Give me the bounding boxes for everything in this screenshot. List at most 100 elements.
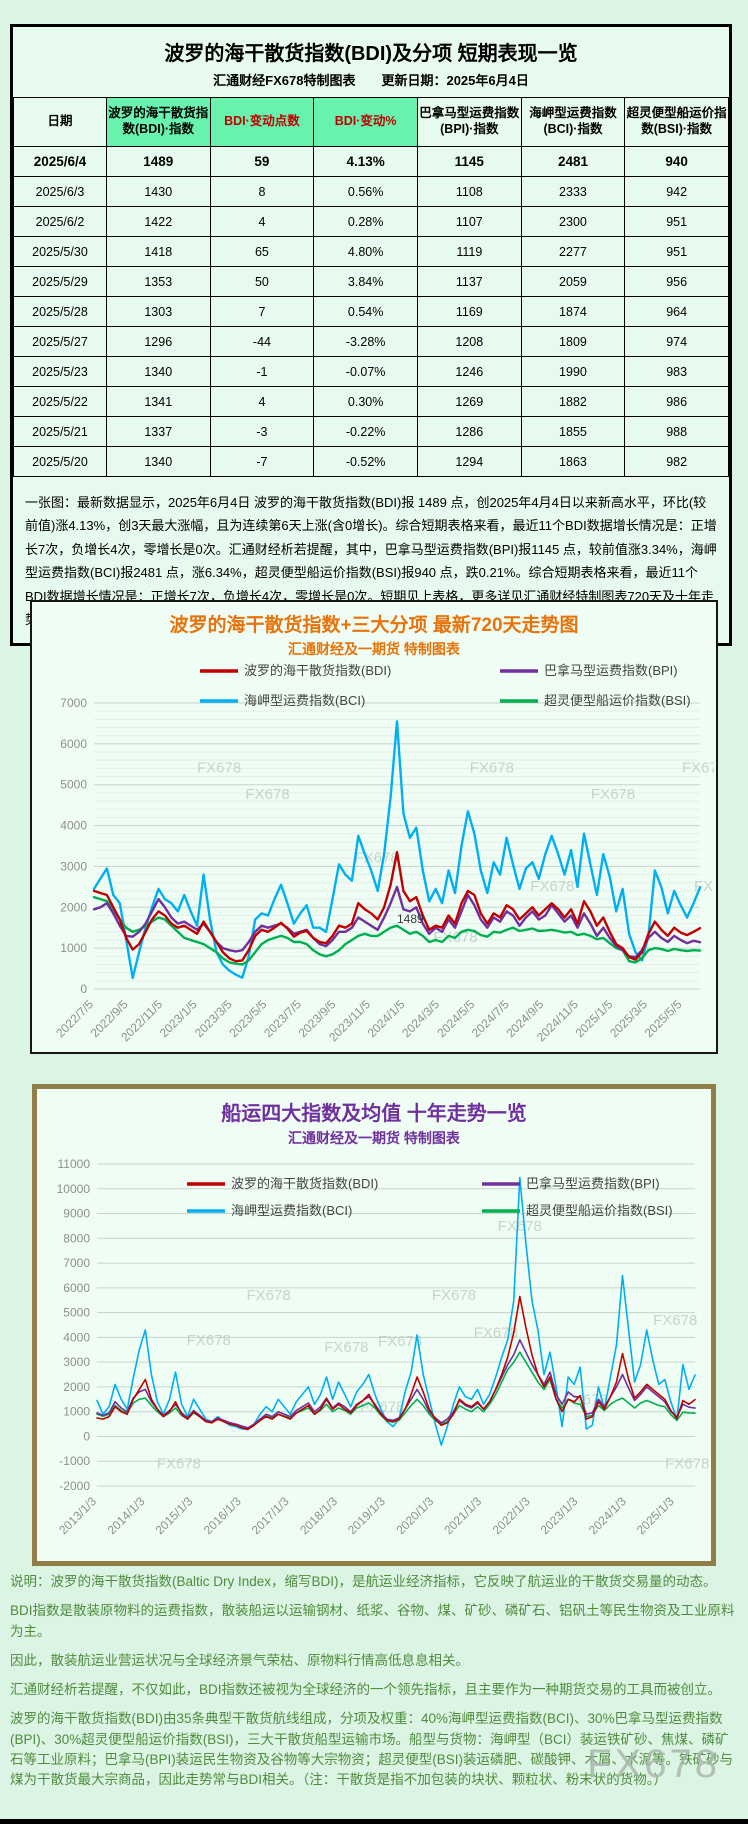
table-row: 2025/5/28 1303 7 0.54% 1169 1874 964 [13, 296, 729, 327]
x-tick-label: 2018/1/3 [297, 1494, 340, 1537]
y-tick-label: 1000 [63, 1405, 90, 1419]
x-tick-label: 2024/1/3 [586, 1494, 629, 1537]
table-row: 2025/5/23 1340 -1 -0.07% 1246 1990 983 [13, 356, 729, 387]
y-tick-label: 9000 [63, 1207, 90, 1221]
table-cell: 0.30% [313, 386, 418, 417]
chart-720day: 0 1000 2000 3000 4000 5000 6000 7000 FX678 FX678 F… [53, 663, 716, 1044]
y-tick-label: 2000 [63, 1380, 90, 1394]
x-tick-label: 2014/1/3 [105, 1494, 148, 1537]
table-cell: 2025/5/30 [13, 236, 107, 267]
table-header-row: 日期 波罗的海干散货指数(BDI)·指数 BDI·变动点数 BDI·变动% 巴拿马型运费… [13, 97, 729, 147]
x-tick-label: 2020/1/3 [393, 1494, 436, 1537]
table-cell: 1809 [520, 326, 626, 357]
chart-watermark: FX678 [360, 1399, 404, 1416]
table-cell: 1303 [105, 296, 211, 327]
table-cell: 986 [624, 386, 729, 417]
legend-label-BCI: 海岬型运费指数(BCI) [244, 693, 365, 708]
table-cell: 1107 [416, 206, 522, 237]
x-tick-label: 2021/1/3 [441, 1494, 484, 1537]
table-row: 2025/5/29 1353 50 3.84% 1137 2059 956 [13, 266, 729, 297]
chart1-subtitle: 汇通财经及一期货 特制图表 [288, 641, 460, 657]
table-cell: 2025/5/27 [13, 326, 107, 357]
short-term-table-panel: 波罗的海干散货指数(BDI)及分项 短期表现一览 汇通财经FX678特制图表 更… [10, 24, 732, 647]
table-cell: 1145 [416, 146, 522, 177]
table-cell: 982 [624, 446, 729, 477]
y-tick-label: 0 [83, 1429, 90, 1443]
x-tick-label: 2013/1/3 [56, 1494, 99, 1537]
table-cell: 1874 [520, 296, 626, 327]
y-tick-label: -2000 [59, 1479, 90, 1493]
y-tick-label: 3000 [63, 1355, 90, 1369]
x-tick-label: 2019/1/3 [345, 1494, 388, 1537]
bdi-short-term-table: 日期 波罗的海干散货指数(BDI)·指数 BDI·变动点数 BDI·变动% 巴拿马型运费… [13, 97, 729, 477]
table-cell: 4.13% [313, 146, 418, 177]
table-cell: 1294 [416, 446, 522, 477]
chart-720day-panel: 波罗的海干散货指数+三大分项 最新720天走势图 汇通财经及一期货 特制图表 0… [30, 600, 718, 1054]
table-row: 2025/5/27 1296 -44 -3.28% 1208 1809 974 [13, 326, 729, 357]
table-cell: 2277 [520, 236, 626, 267]
table-cell: 1340 [105, 446, 211, 477]
table-cell: 2025/5/22 [13, 386, 107, 417]
table-cell: 1269 [416, 386, 522, 417]
chart-watermark: FX678 [355, 849, 399, 866]
table-cell: 1855 [520, 416, 626, 447]
table-cell: -3 [209, 416, 315, 447]
column-header: 海岬型运费指数(BCI)·指数 [520, 97, 626, 147]
chart-10year-panel: 船运四大指数及均值 十年走势一览 汇通财经及一期货 特制图表 -2000 -100… [32, 1084, 716, 1566]
table-cell: 956 [624, 266, 729, 297]
legend-label-BDI: 波罗的海干散货指数(BDI) [244, 663, 391, 678]
y-tick-label: 4000 [63, 1330, 90, 1344]
chart-10year: -2000 -1000 0 1000 2000 3000 4000 5000 6000 7000 8… [56, 1157, 709, 1537]
table-cell: -0.22% [313, 416, 418, 447]
chart-watermark: FX678 [474, 1324, 518, 1341]
table-cell: 7 [209, 296, 315, 327]
y-tick-label: -1000 [59, 1454, 90, 1468]
table-cell: 951 [624, 236, 729, 267]
chart-watermark: FX678 [187, 1332, 231, 1349]
table-cell: 1208 [416, 326, 522, 357]
chart-watermark: FX678 [197, 759, 241, 776]
fx678-watermark: FX678 [587, 1742, 720, 1786]
table-cell: 983 [624, 356, 729, 387]
table-cell: 2059 [520, 266, 626, 297]
y-tick-label: 5000 [63, 1306, 90, 1320]
table-cell: 1353 [105, 266, 211, 297]
x-tick-label: 2023/1/3 [538, 1494, 581, 1537]
table-cell: 2025/5/29 [13, 266, 107, 297]
y-tick-label: 2000 [60, 900, 87, 914]
table-cell: 1108 [416, 176, 522, 207]
table-row: 2025/6/4 1489 59 4.13% 1145 2481 940 [13, 146, 729, 177]
y-tick-label: 10000 [57, 1182, 91, 1196]
column-header: 波罗的海干散货指数(BDI)·指数 [105, 97, 211, 147]
table-cell: 1246 [416, 356, 522, 387]
footer-line: 说明：波罗的海干散货指数(Baltic Dry Index，缩写BDI)，是航运… [10, 1574, 717, 1589]
table-cell: -3.28% [313, 326, 418, 357]
table-cell: 1119 [416, 236, 522, 267]
table-cell: 1337 [105, 416, 211, 447]
column-header: 日期 [13, 97, 107, 147]
footer-line: 汇通财经析若提醒，不仅如此，BDI指数还被视为全球经济的一个领先指标，且主要作为… [10, 1682, 722, 1697]
table-row: 2025/6/3 1430 8 0.56% 1108 2333 942 [13, 176, 729, 207]
table-row: 2025/6/2 1422 4 0.28% 1107 2300 951 [13, 206, 729, 237]
y-tick-label: 0 [80, 982, 87, 996]
chart-watermark: FX678 [498, 1218, 542, 1235]
chart-watermark: FX678 [530, 878, 574, 895]
table-cell: 1430 [105, 176, 211, 207]
chart-watermark: FX678 [378, 1333, 422, 1350]
table-cell: -1 [209, 356, 315, 387]
table-cell: 2025/5/23 [13, 356, 107, 387]
table-cell: 2025/6/4 [13, 146, 107, 177]
table-cell: -0.52% [313, 446, 418, 477]
x-tick-label: 2016/1/3 [201, 1494, 244, 1537]
chart-watermark: FX678 [157, 1456, 201, 1473]
table-cell: -7 [209, 446, 315, 477]
column-header: BDI·变动点数 [209, 97, 315, 147]
x-tick-label: 2025/5/5 [642, 997, 685, 1040]
table-cell: 940 [624, 146, 729, 177]
series-line-BCI [92, 720, 702, 980]
table-cell: 1489 [105, 146, 211, 177]
table-cell: 1169 [416, 296, 522, 327]
table-cell: 2300 [520, 206, 626, 237]
chart2-subtitle: 汇通财经及一期货 特制图表 [288, 1130, 460, 1146]
table-row: 2025/5/20 1340 -7 -0.52% 1294 1863 982 [13, 446, 729, 477]
